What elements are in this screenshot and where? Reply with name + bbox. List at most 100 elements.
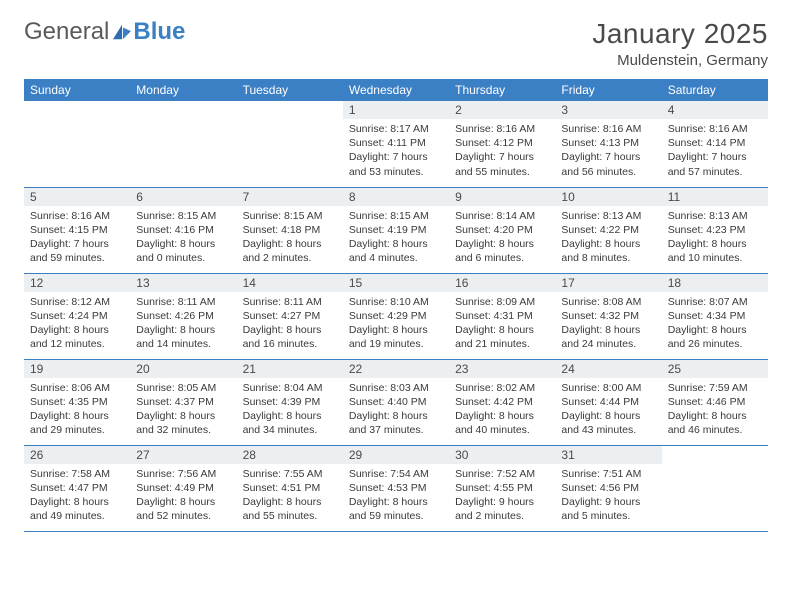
sunset-text: Sunset: 4:56 PM (561, 481, 655, 495)
col-header: Wednesday (343, 79, 449, 101)
day-number: 29 (343, 446, 449, 464)
col-header: Saturday (662, 79, 768, 101)
daylight-text: Daylight: 8 hours (455, 323, 549, 337)
day-details: Sunrise: 8:15 AMSunset: 4:19 PMDaylight:… (343, 206, 449, 270)
calendar-header-row: Sunday Monday Tuesday Wednesday Thursday… (24, 79, 768, 101)
col-header: Thursday (449, 79, 555, 101)
sunset-text: Sunset: 4:26 PM (136, 309, 230, 323)
sunset-text: Sunset: 4:32 PM (561, 309, 655, 323)
day-details: Sunrise: 8:13 AMSunset: 4:22 PMDaylight:… (555, 206, 661, 270)
daylight-text: and 16 minutes. (243, 337, 337, 351)
sunset-text: Sunset: 4:11 PM (349, 136, 443, 150)
brand-word-2: Blue (133, 18, 185, 46)
daylight-text: and 29 minutes. (30, 423, 124, 437)
day-number: 15 (343, 274, 449, 292)
day-details: Sunrise: 8:03 AMSunset: 4:40 PMDaylight:… (343, 378, 449, 442)
day-details: Sunrise: 8:11 AMSunset: 4:26 PMDaylight:… (130, 292, 236, 356)
day-details: Sunrise: 8:17 AMSunset: 4:11 PMDaylight:… (343, 119, 449, 183)
daylight-text: Daylight: 8 hours (136, 409, 230, 423)
daylight-text: Daylight: 7 hours (30, 237, 124, 251)
day-number: 14 (237, 274, 343, 292)
daylight-text: and 55 minutes. (455, 165, 549, 179)
calendar-day-cell (237, 101, 343, 187)
sunset-text: Sunset: 4:44 PM (561, 395, 655, 409)
day-details: Sunrise: 8:07 AMSunset: 4:34 PMDaylight:… (662, 292, 768, 356)
daylight-text: and 49 minutes. (30, 509, 124, 523)
calendar-table: Sunday Monday Tuesday Wednesday Thursday… (24, 79, 768, 532)
sunrise-text: Sunrise: 8:10 AM (349, 295, 443, 309)
daylight-text: and 5 minutes. (561, 509, 655, 523)
sunset-text: Sunset: 4:29 PM (349, 309, 443, 323)
month-title: January 2025 (592, 18, 768, 50)
day-details: Sunrise: 8:16 AMSunset: 4:14 PMDaylight:… (662, 119, 768, 183)
calendar-day-cell (24, 101, 130, 187)
daylight-text: and 12 minutes. (30, 337, 124, 351)
daylight-text: Daylight: 7 hours (561, 150, 655, 164)
calendar-day-cell: 6Sunrise: 8:15 AMSunset: 4:16 PMDaylight… (130, 187, 236, 273)
day-details: Sunrise: 8:11 AMSunset: 4:27 PMDaylight:… (237, 292, 343, 356)
sunset-text: Sunset: 4:15 PM (30, 223, 124, 237)
sunrise-text: Sunrise: 8:00 AM (561, 381, 655, 395)
daylight-text: Daylight: 8 hours (349, 495, 443, 509)
day-number: 5 (24, 188, 130, 206)
calendar-week-row: 5Sunrise: 8:16 AMSunset: 4:15 PMDaylight… (24, 187, 768, 273)
day-details: Sunrise: 8:02 AMSunset: 4:42 PMDaylight:… (449, 378, 555, 442)
calendar-day-cell: 10Sunrise: 8:13 AMSunset: 4:22 PMDayligh… (555, 187, 661, 273)
day-number: 16 (449, 274, 555, 292)
daylight-text: and 14 minutes. (136, 337, 230, 351)
sunset-text: Sunset: 4:55 PM (455, 481, 549, 495)
calendar-day-cell: 2Sunrise: 8:16 AMSunset: 4:12 PMDaylight… (449, 101, 555, 187)
day-details: Sunrise: 8:06 AMSunset: 4:35 PMDaylight:… (24, 378, 130, 442)
sunrise-text: Sunrise: 7:59 AM (668, 381, 762, 395)
day-number: 11 (662, 188, 768, 206)
sunset-text: Sunset: 4:51 PM (243, 481, 337, 495)
day-number: 28 (237, 446, 343, 464)
calendar-day-cell: 24Sunrise: 8:00 AMSunset: 4:44 PMDayligh… (555, 359, 661, 445)
daylight-text: and 2 minutes. (243, 251, 337, 265)
day-number: 27 (130, 446, 236, 464)
daylight-text: Daylight: 9 hours (561, 495, 655, 509)
daylight-text: Daylight: 8 hours (30, 495, 124, 509)
calendar-day-cell: 28Sunrise: 7:55 AMSunset: 4:51 PMDayligh… (237, 445, 343, 531)
day-number: 23 (449, 360, 555, 378)
day-details: Sunrise: 8:13 AMSunset: 4:23 PMDaylight:… (662, 206, 768, 270)
day-details: Sunrise: 8:05 AMSunset: 4:37 PMDaylight:… (130, 378, 236, 442)
sunrise-text: Sunrise: 8:15 AM (136, 209, 230, 223)
sunrise-text: Sunrise: 8:07 AM (668, 295, 762, 309)
calendar-day-cell: 22Sunrise: 8:03 AMSunset: 4:40 PMDayligh… (343, 359, 449, 445)
calendar-day-cell: 4Sunrise: 8:16 AMSunset: 4:14 PMDaylight… (662, 101, 768, 187)
sunrise-text: Sunrise: 8:16 AM (455, 122, 549, 136)
calendar-day-cell: 11Sunrise: 8:13 AMSunset: 4:23 PMDayligh… (662, 187, 768, 273)
sunrise-text: Sunrise: 7:56 AM (136, 467, 230, 481)
daylight-text: and 40 minutes. (455, 423, 549, 437)
calendar-day-cell: 17Sunrise: 8:08 AMSunset: 4:32 PMDayligh… (555, 273, 661, 359)
daylight-text: and 4 minutes. (349, 251, 443, 265)
calendar-day-cell: 16Sunrise: 8:09 AMSunset: 4:31 PMDayligh… (449, 273, 555, 359)
calendar-day-cell: 12Sunrise: 8:12 AMSunset: 4:24 PMDayligh… (24, 273, 130, 359)
day-number: 2 (449, 101, 555, 119)
daylight-text: Daylight: 8 hours (668, 323, 762, 337)
day-details: Sunrise: 7:58 AMSunset: 4:47 PMDaylight:… (24, 464, 130, 528)
day-details: Sunrise: 8:16 AMSunset: 4:15 PMDaylight:… (24, 206, 130, 270)
daylight-text: and 8 minutes. (561, 251, 655, 265)
daylight-text: Daylight: 8 hours (243, 495, 337, 509)
sunset-text: Sunset: 4:35 PM (30, 395, 124, 409)
page-header: General Blue January 2025 Muldenstein, G… (24, 18, 768, 69)
day-details: Sunrise: 7:55 AMSunset: 4:51 PMDaylight:… (237, 464, 343, 528)
day-number: 20 (130, 360, 236, 378)
daylight-text: Daylight: 8 hours (349, 323, 443, 337)
daylight-text: and 43 minutes. (561, 423, 655, 437)
daylight-text: Daylight: 8 hours (668, 409, 762, 423)
sunrise-text: Sunrise: 8:13 AM (561, 209, 655, 223)
daylight-text: and 26 minutes. (668, 337, 762, 351)
daylight-text: Daylight: 8 hours (561, 237, 655, 251)
daylight-text: and 10 minutes. (668, 251, 762, 265)
day-number: 30 (449, 446, 555, 464)
daylight-text: Daylight: 8 hours (243, 409, 337, 423)
calendar-day-cell: 19Sunrise: 8:06 AMSunset: 4:35 PMDayligh… (24, 359, 130, 445)
brand-logo: General Blue (24, 18, 185, 46)
sunset-text: Sunset: 4:31 PM (455, 309, 549, 323)
calendar-body: 1Sunrise: 8:17 AMSunset: 4:11 PMDaylight… (24, 101, 768, 531)
daylight-text: and 52 minutes. (136, 509, 230, 523)
day-details: Sunrise: 8:15 AMSunset: 4:16 PMDaylight:… (130, 206, 236, 270)
